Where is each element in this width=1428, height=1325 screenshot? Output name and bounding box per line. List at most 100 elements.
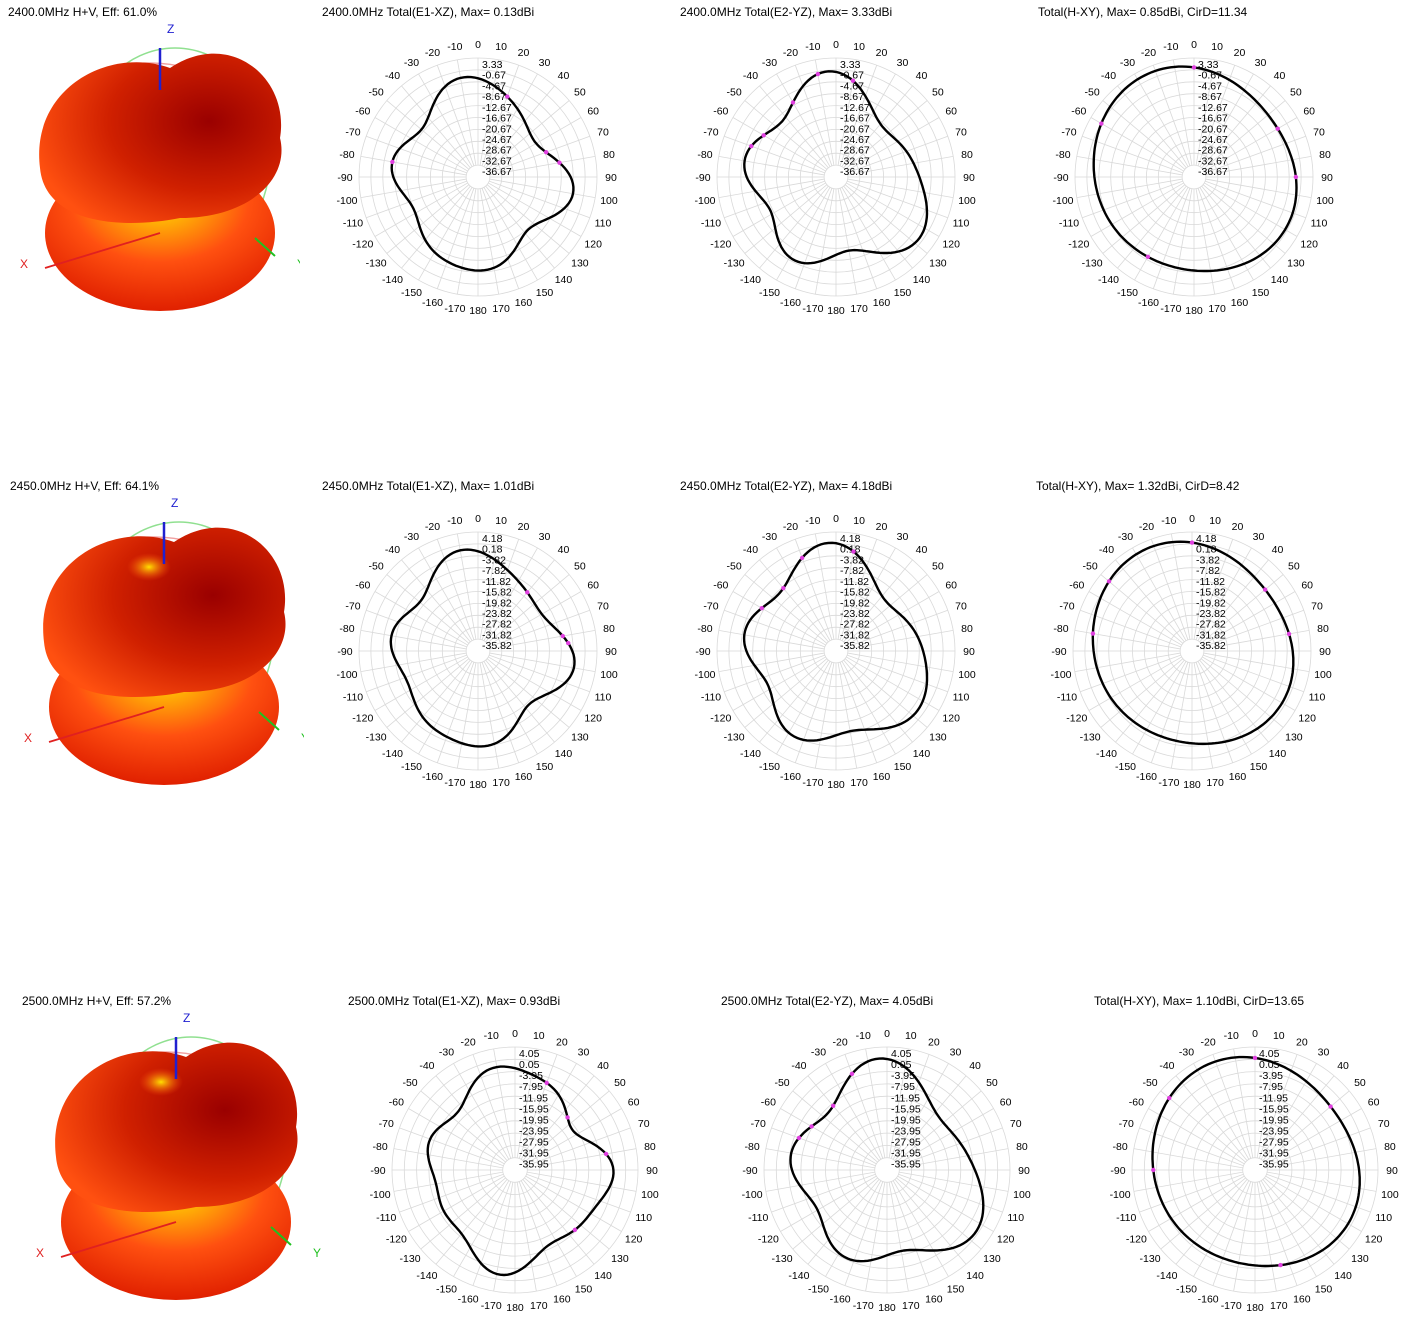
- angle-tick-label: 10: [1209, 515, 1221, 527]
- grid-spoke: [436, 65, 475, 166]
- grid-spoke: [1233, 1048, 1254, 1158]
- grid-spoke: [453, 1180, 510, 1277]
- grid-spoke: [366, 135, 467, 174]
- angle-tick-label: 140: [1269, 748, 1287, 760]
- grid-spoke: [489, 652, 596, 673]
- radial-tick-label: -19.82: [840, 597, 870, 609]
- grid-spoke: [408, 1175, 505, 1232]
- angle-tick-label: -60: [761, 1097, 776, 1109]
- angle-tick-label: 160: [1231, 297, 1249, 309]
- angle-tick-label: 50: [574, 87, 586, 99]
- angle-tick-label: 170: [1208, 303, 1226, 315]
- radial-tick-label: -36.67: [482, 166, 512, 178]
- pattern3d-plot: Z X Y: [24, 496, 304, 785]
- radial-tick-label: -35.82: [482, 640, 512, 652]
- grid-spoke: [814, 533, 835, 640]
- angle-tick-label: 120: [1298, 713, 1316, 725]
- radial-tick-label: -35.82: [840, 640, 870, 652]
- grid-spoke: [892, 1180, 949, 1277]
- angle-tick-label: 100: [958, 195, 976, 207]
- angle-tick-label: -30: [404, 531, 419, 543]
- grid-spoke: [839, 188, 878, 289]
- angle-tick-label: 80: [961, 149, 973, 161]
- angle-tick-label: 130: [983, 1253, 1001, 1265]
- angle-tick-label: 150: [1250, 761, 1268, 773]
- y-axis-label: Y: [301, 731, 304, 745]
- angle-tick-label: 170: [1270, 1300, 1288, 1312]
- angle-tick-label: 100: [600, 195, 618, 207]
- angle-tick-label: 170: [530, 1300, 548, 1312]
- pattern-trace: [742, 541, 929, 742]
- trace-marker: [1151, 1167, 1156, 1173]
- upper-lobe: [39, 53, 282, 223]
- grid-spoke: [486, 574, 570, 644]
- angle-tick-label: -90: [370, 1165, 385, 1177]
- radial-tick-label: -12.67: [1198, 102, 1228, 114]
- angle-tick-label: 180: [827, 779, 845, 791]
- trace-marker: [505, 94, 510, 99]
- angle-tick-label: -60: [713, 106, 728, 118]
- grid-spoke: [485, 559, 555, 643]
- angle-tick-label: -150: [1115, 761, 1136, 773]
- grid-spoke: [844, 184, 928, 254]
- grid-spoke: [401, 85, 471, 169]
- grid-spoke: [841, 187, 896, 281]
- angle-tick-label: 10: [853, 41, 865, 53]
- radial-tick-label: -11.82: [1196, 576, 1225, 588]
- grid-spoke: [522, 1179, 595, 1265]
- grid-spoke: [524, 1090, 610, 1163]
- grid-spoke: [807, 1179, 880, 1265]
- angle-tick-label: -90: [1110, 1165, 1125, 1177]
- angle-tick-label: -50: [727, 87, 742, 99]
- grid-spoke: [844, 574, 928, 644]
- trace-marker: [543, 150, 549, 155]
- angle-tick-label: 20: [876, 521, 888, 533]
- grid-spoke: [399, 1127, 504, 1167]
- radial-tick-label: -19.82: [482, 597, 512, 609]
- y-axis-label: Y: [297, 257, 300, 271]
- grid-spoke: [1139, 1127, 1244, 1167]
- grid-spoke: [771, 1173, 876, 1213]
- angle-tick-label: -110: [1116, 1212, 1136, 1224]
- grid-spoke: [418, 73, 473, 167]
- angle-tick-label: 50: [932, 87, 944, 99]
- upper-lobe: [43, 527, 286, 697]
- radial-tick-label: -24.67: [482, 134, 512, 146]
- angle-tick-label: -140: [382, 748, 403, 760]
- grid-spoke: [1132, 547, 1187, 641]
- grid-spoke: [1172, 188, 1193, 295]
- angle-tick-label: 110: [953, 691, 970, 703]
- grid-spoke: [418, 661, 473, 755]
- angle-tick-label: -30: [811, 1046, 826, 1058]
- grid-spoke: [1203, 629, 1310, 650]
- grid-spoke: [1258, 1181, 1298, 1286]
- angle-tick-label: -120: [710, 713, 731, 725]
- grid-spoke: [1134, 73, 1189, 167]
- angle-tick-label: -100: [742, 1189, 763, 1201]
- grid-spoke: [401, 185, 471, 269]
- angle-tick-label: -100: [370, 1189, 391, 1201]
- grid-spoke: [732, 591, 826, 646]
- polar-grid: [358, 57, 598, 297]
- polar-grid: [1072, 531, 1312, 771]
- grid-spoke: [1205, 155, 1312, 176]
- angle-tick-label: 20: [1232, 521, 1244, 533]
- angle-tick-label: -80: [339, 149, 354, 161]
- grid-spoke: [516, 1048, 537, 1158]
- grid-spoke: [899, 1148, 1009, 1169]
- angle-tick-label: -120: [352, 713, 373, 725]
- grid-spoke: [489, 654, 590, 693]
- angle-tick-label: 120: [584, 713, 602, 725]
- angle-tick-label: -70: [1119, 1118, 1134, 1130]
- radial-tick-label: -7.95: [891, 1081, 915, 1093]
- radial-tick-label: 0.05: [519, 1059, 540, 1071]
- grid-spoke: [892, 1063, 949, 1160]
- angle-tick-label: 30: [1253, 531, 1265, 543]
- grid-spoke: [718, 155, 825, 176]
- angle-tick-label: 70: [955, 601, 967, 613]
- angle-tick-label: -160: [1136, 771, 1157, 783]
- polar-title: 2500.0MHz Total(E1-XZ), Max= 0.93dBi: [348, 994, 561, 1008]
- trace-marker: [603, 1151, 609, 1157]
